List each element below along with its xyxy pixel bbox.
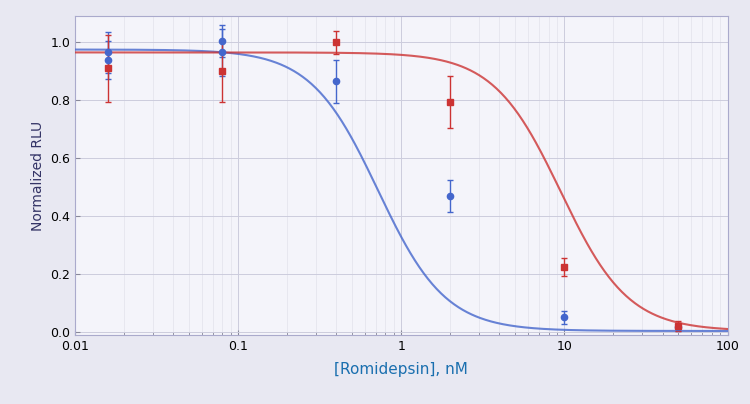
Y-axis label: Normalized RLU: Normalized RLU xyxy=(31,121,44,231)
X-axis label: [Romidepsin], nM: [Romidepsin], nM xyxy=(334,362,468,377)
